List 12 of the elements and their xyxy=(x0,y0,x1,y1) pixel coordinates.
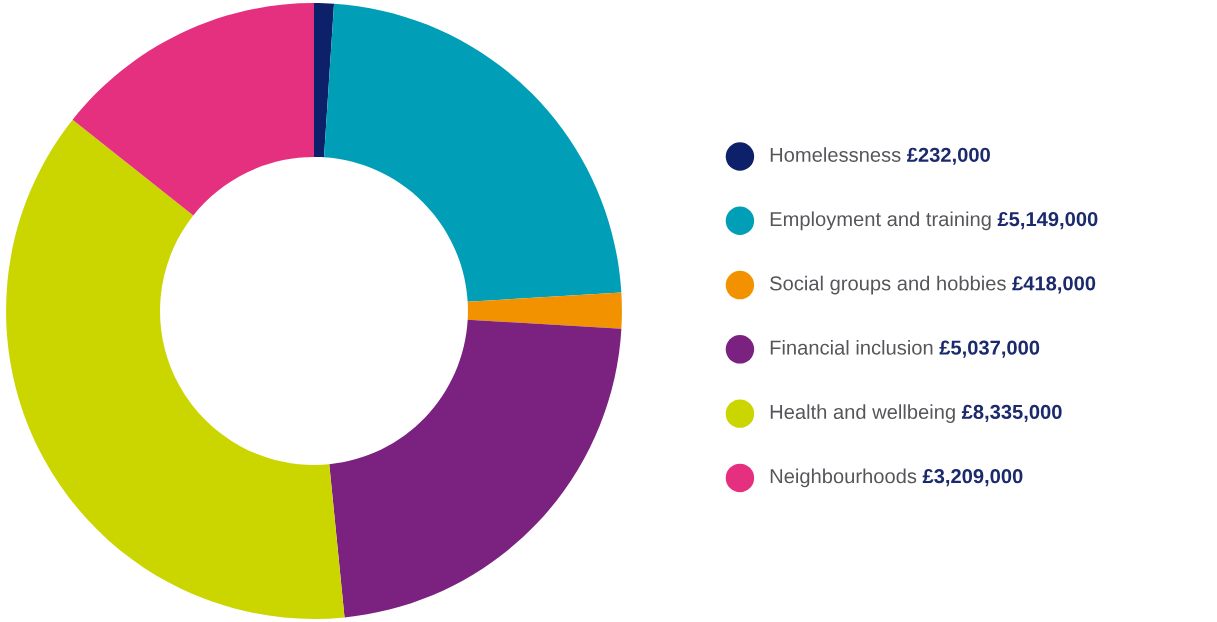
data-label: £418,000 xyxy=(1012,276,1096,294)
legend-label: Social groups and hobbies xyxy=(770,275,1006,295)
data-label: £232,000 xyxy=(906,147,990,165)
data-label: £5,149,000 xyxy=(997,211,1098,230)
data-label: £3,209,000 xyxy=(922,469,1023,487)
legend-label: Neighbourhoods xyxy=(770,468,917,488)
legend-label: Homelessness xyxy=(770,147,901,162)
legend-label: Health and wellbeing xyxy=(770,404,955,424)
legend-label: Employment and training xyxy=(770,211,991,231)
data-label: £8,335,000 xyxy=(961,404,1062,422)
data-label: £5,037,000 xyxy=(939,340,1040,358)
legend-label: Financial inclusion xyxy=(770,339,933,355)
